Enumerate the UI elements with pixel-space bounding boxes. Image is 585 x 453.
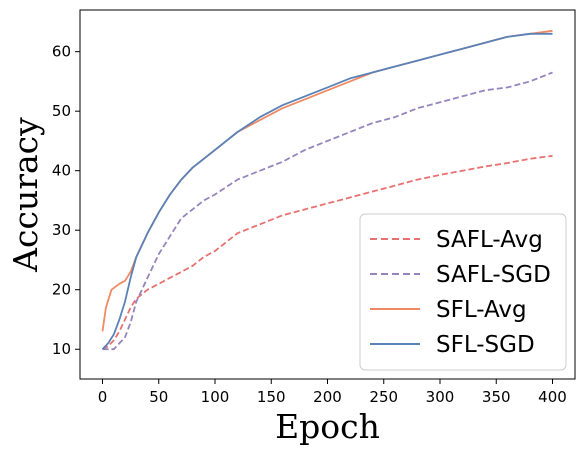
y-tick-label: 60 <box>52 43 71 61</box>
y-tick-label: 40 <box>52 162 71 180</box>
ticks-layer: 0 50 100 150 200 250 300 350 400 10 20 30 40 50 60 <box>52 43 567 406</box>
y-tick-label: 20 <box>52 281 71 299</box>
x-tick-label: 0 <box>98 388 108 406</box>
x-axis-label: Epoch <box>275 407 380 446</box>
x-tick-label: 300 <box>426 388 455 406</box>
y-tick-label: 50 <box>52 102 71 120</box>
series-line-safl-sgd <box>102 71 553 351</box>
y-axis-label: Accuracy <box>6 117 45 273</box>
legend-label: SFL-Avg <box>436 297 527 323</box>
legend: SAFL-Avg SAFL-SGD SFL-Avg SFL-SGD <box>359 213 567 371</box>
legend-label: SFL-SGD <box>436 332 535 358</box>
series-layer <box>101 29 553 351</box>
legend-label: SAFL-Avg <box>436 227 543 253</box>
y-tick-label: 10 <box>52 340 71 358</box>
x-tick-label: 100 <box>201 388 230 406</box>
x-tick-label: 350 <box>482 388 511 406</box>
series-line-sfl-sgd <box>101 32 553 350</box>
x-tick-label: 50 <box>149 388 168 406</box>
x-tick-label: 200 <box>313 388 342 406</box>
legend-box <box>359 213 567 371</box>
x-tick-label: 400 <box>538 388 567 406</box>
y-tick-label: 30 <box>52 221 71 239</box>
x-tick-label: 250 <box>369 388 398 406</box>
series-line-safl-avg <box>102 154 553 350</box>
legend-label: SAFL-SGD <box>436 262 551 288</box>
x-tick-label: 150 <box>257 388 286 406</box>
